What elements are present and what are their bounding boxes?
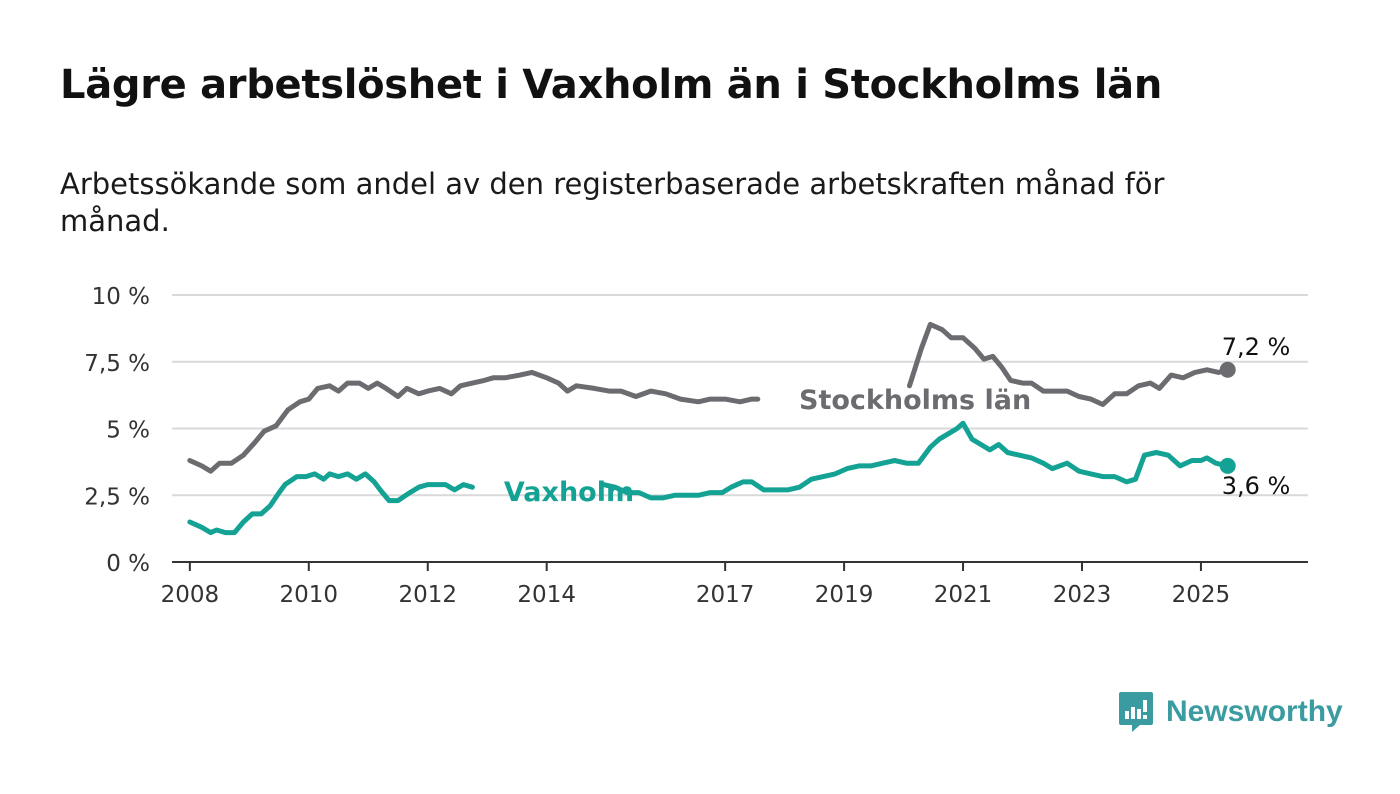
y-tick-label: 7,5 % <box>84 351 150 377</box>
x-tick-label: 2021 <box>934 582 993 608</box>
newsworthy-logo: Newsworthy <box>1118 690 1343 734</box>
x-tick-label: 2019 <box>815 582 874 608</box>
x-tick-label: 2025 <box>1172 582 1231 608</box>
x-axis: 2008 2010 2012 2014 2017 2019 2021 2023 2025 <box>161 561 1308 608</box>
end-value-label-vaxholm: 3,6 % <box>1222 472 1291 500</box>
x-tick-label: 2017 <box>696 582 755 608</box>
y-tick-label: 10 % <box>92 284 150 310</box>
chart-title: Lägre arbetslöshet i Vaxholm än i Stockh… <box>60 62 1163 108</box>
chart-subtitle: Arbetssökande som andel av den registerb… <box>60 167 1165 238</box>
y-tick-label: 0 % <box>106 551 150 577</box>
y-tick-label: 5 % <box>106 418 150 444</box>
series-label-vaxholm: Vaxholm <box>504 477 634 508</box>
y-tick-label: 2,5 % <box>84 484 150 510</box>
series-label-stockholms-lan: Stockholms län <box>799 385 1031 416</box>
x-tick-label: 2008 <box>161 582 220 608</box>
series-lines <box>187 321 1236 536</box>
series-line <box>187 471 475 536</box>
end-value-label-stockholms-lan: 7,2 % <box>1222 333 1291 361</box>
x-tick-label: 2010 <box>280 582 339 608</box>
series-line <box>907 321 1231 407</box>
series-labels: Stockholms län Vaxholm 7,2 % 3,6 % <box>504 333 1290 508</box>
x-tick-label: 2014 <box>517 582 576 608</box>
series-line <box>600 420 1231 501</box>
grid-lines <box>172 294 1308 497</box>
end-point-marker <box>1219 457 1236 474</box>
y-axis-tick-labels: 0 % 2,5 % 5 % 7,5 % 10 % <box>84 284 150 577</box>
newsworthy-logo-icon <box>1119 692 1153 732</box>
brand-name: Newsworthy <box>1166 695 1343 728</box>
series-line <box>187 369 761 474</box>
x-tick-label: 2012 <box>398 582 457 608</box>
end-point-marker <box>1219 361 1236 378</box>
x-tick-label: 2023 <box>1053 582 1112 608</box>
